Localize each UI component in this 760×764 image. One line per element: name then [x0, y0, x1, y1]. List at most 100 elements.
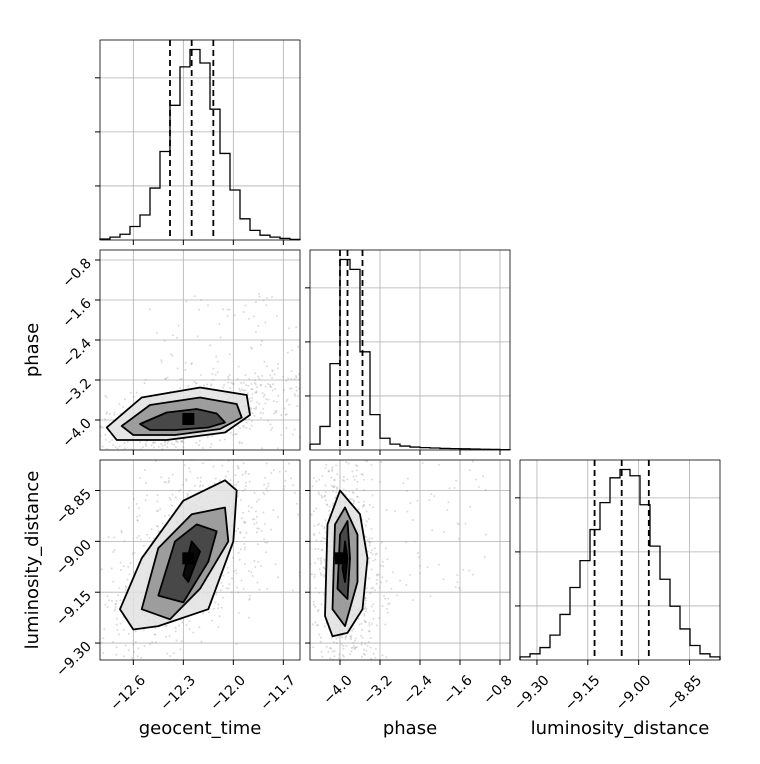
sample-point — [175, 440, 177, 442]
sample-point — [235, 433, 237, 435]
sample-point — [255, 510, 257, 512]
sample-point — [251, 507, 253, 509]
sample-point — [235, 484, 237, 486]
sample-point — [371, 568, 373, 570]
sample-point — [365, 720, 367, 722]
sample-point — [106, 463, 108, 465]
panel-frame-geocent-time — [100, 40, 300, 240]
sample-point — [323, 446, 325, 448]
sample-point — [184, 369, 186, 371]
sample-point — [320, 563, 322, 565]
sample-point — [263, 361, 265, 363]
sample-point — [178, 625, 180, 627]
sample-point — [132, 643, 134, 645]
sample-point — [288, 463, 290, 465]
sample-point — [301, 433, 303, 435]
sample-point — [201, 641, 203, 643]
sample-point — [150, 664, 152, 666]
sample-point — [279, 456, 281, 458]
sample-point — [362, 474, 364, 476]
sample-point — [318, 674, 320, 676]
sample-point — [189, 628, 191, 630]
sample-point — [244, 389, 246, 391]
sample-point — [210, 446, 212, 448]
sample-point — [232, 434, 234, 436]
sample-point — [321, 475, 323, 477]
sample-point — [244, 488, 246, 490]
sample-point — [285, 427, 287, 429]
sample-point — [173, 444, 175, 446]
sample-point — [363, 649, 365, 651]
sample-point — [273, 413, 275, 415]
sample-point — [302, 613, 304, 615]
sample-point — [263, 484, 265, 486]
sample-point — [410, 330, 412, 332]
sample-point — [188, 467, 190, 469]
ytick-label-luminosity-distance-1: −9.15 — [53, 588, 95, 630]
sample-point — [57, 452, 59, 454]
sample-point — [311, 410, 313, 412]
sample-point — [232, 557, 234, 559]
sample-point — [341, 434, 343, 436]
sample-point — [356, 665, 358, 667]
sample-point — [371, 549, 373, 551]
sample-point — [257, 561, 259, 563]
sample-point — [250, 409, 252, 411]
sample-point — [322, 410, 324, 412]
sample-point — [242, 474, 244, 476]
sample-point — [245, 470, 247, 472]
sample-point — [314, 622, 316, 624]
sample-point — [262, 392, 264, 394]
sample-point — [212, 368, 214, 370]
sample-point — [267, 383, 269, 385]
sample-point — [254, 372, 256, 374]
sample-point — [247, 385, 249, 387]
sample-point — [372, 506, 374, 508]
sample-point — [207, 436, 209, 438]
sample-point — [430, 493, 432, 495]
sample-point — [371, 623, 373, 625]
sample-point — [92, 434, 94, 436]
sample-point — [361, 642, 363, 644]
sample-point — [254, 566, 256, 568]
sample-point — [321, 603, 323, 605]
sample-point — [284, 485, 286, 487]
sample-point — [365, 608, 367, 610]
sample-point — [405, 584, 407, 586]
sample-point — [211, 373, 213, 375]
sample-point — [53, 437, 55, 439]
sample-point — [326, 452, 328, 454]
sample-point — [308, 447, 310, 449]
sample-point — [127, 441, 129, 443]
sample-point — [287, 352, 289, 354]
sample-point — [407, 478, 409, 480]
sample-point — [306, 434, 308, 436]
sample-point — [346, 711, 348, 713]
sample-point — [261, 375, 263, 377]
xtick-label-geocent-time-3: −11.7 — [257, 672, 299, 714]
sample-point — [156, 332, 158, 334]
sample-point — [360, 426, 362, 428]
sample-point — [321, 574, 323, 576]
sample-point — [221, 457, 223, 459]
sample-point — [321, 319, 323, 321]
sample-point — [262, 408, 264, 410]
sample-point — [50, 443, 52, 445]
sample-point — [361, 656, 363, 658]
sample-point — [100, 724, 102, 726]
sample-point — [248, 318, 250, 320]
sample-point — [108, 455, 110, 457]
sample-point — [338, 653, 340, 655]
sample-point — [127, 664, 129, 666]
sample-point — [180, 489, 182, 491]
sample-point — [384, 624, 386, 626]
sample-point — [229, 387, 231, 389]
sample-point — [212, 379, 214, 381]
sample-point — [318, 523, 320, 525]
sample-point — [355, 646, 357, 648]
sample-point — [265, 551, 267, 553]
sample-point — [320, 380, 322, 382]
sample-point — [244, 546, 246, 548]
sample-point — [194, 485, 196, 487]
sample-point — [353, 645, 355, 647]
